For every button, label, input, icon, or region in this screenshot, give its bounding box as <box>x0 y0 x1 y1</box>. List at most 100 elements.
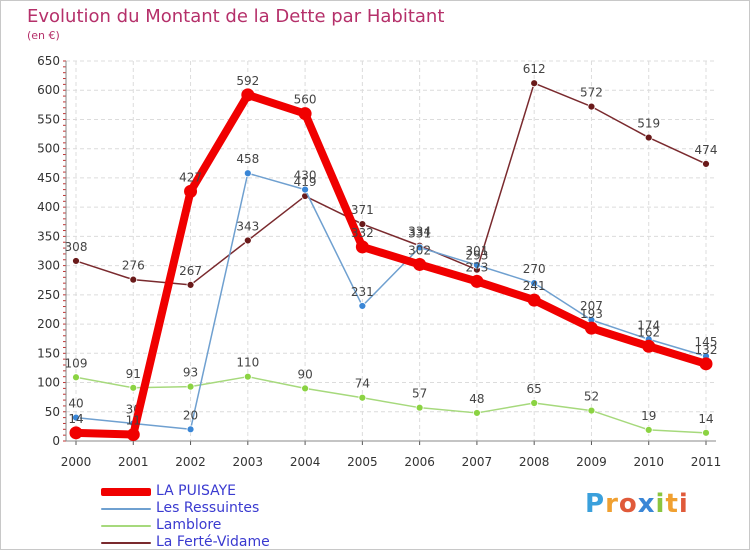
y-tick-label: 550 <box>37 112 60 126</box>
data-label-la-puisaye: 193 <box>580 307 603 321</box>
data-point-la-ferte-vidame <box>186 281 195 289</box>
data-label-la-puisaye: 132 <box>695 343 718 357</box>
data-label-les-ressuintes: 458 <box>236 152 259 166</box>
data-label-lamblore: 109 <box>65 356 88 370</box>
data-point-la-ferte-vidame <box>72 257 80 265</box>
data-point-lamblore <box>530 399 539 407</box>
x-tick-label: 2000 <box>61 455 92 469</box>
data-point-la-puisaye <box>470 274 484 288</box>
y-tick-label: 0 <box>52 434 60 448</box>
data-label-lamblore: 90 <box>297 367 312 381</box>
data-label-la-puisaye: 162 <box>637 325 660 339</box>
legend-swatch <box>101 525 151 527</box>
y-tick-label: 350 <box>37 229 60 243</box>
series-line-les-ressuintes <box>75 172 707 431</box>
y-tick-label: 200 <box>37 317 60 331</box>
data-point-lamblore <box>301 384 309 393</box>
data-point-les-ressuintes <box>186 425 195 434</box>
x-tick-label: 2010 <box>633 455 664 469</box>
data-label-lamblore: 19 <box>641 409 656 423</box>
logo-letter: r <box>605 489 619 519</box>
x-tick-label: 2008 <box>519 455 550 469</box>
x-tick-label: 2004 <box>290 455 321 469</box>
data-point-lamblore <box>358 393 367 402</box>
data-label-la-puisaye: 273 <box>465 260 488 274</box>
legend-label: LA PUISAYE <box>156 483 237 499</box>
data-label-la-ferte-vidame: 371 <box>351 203 374 217</box>
proxiti-logo[interactable]: Proxiti <box>585 489 689 519</box>
data-label-la-puisaye: 332 <box>351 226 374 240</box>
data-label-la-ferte-vidame: 419 <box>294 175 317 189</box>
y-tick-label: 450 <box>37 171 60 185</box>
data-point-la-puisaye <box>642 339 656 353</box>
plot-area <box>66 61 716 441</box>
y-tick-label: 250 <box>37 288 60 302</box>
data-point-lamblore <box>473 409 481 417</box>
data-point-la-puisaye <box>69 426 83 440</box>
data-label-la-ferte-vidame: 267 <box>179 264 202 278</box>
logo-letter: x <box>637 489 656 519</box>
data-point-la-puisaye <box>126 428 140 442</box>
data-label-lamblore: 48 <box>469 392 484 406</box>
y-tick-label: 100 <box>37 376 60 390</box>
y-tick-label: 50 <box>45 405 60 419</box>
data-label-les-ressuintes: 270 <box>523 262 546 276</box>
data-label-les-ressuintes: 20 <box>183 408 198 422</box>
data-point-la-ferte-vidame <box>358 220 367 229</box>
y-tick-label: 600 <box>37 83 60 97</box>
data-label-les-ressuintes: 331 <box>408 226 431 240</box>
data-point-la-puisaye <box>584 321 598 335</box>
x-tick-label: 2011 <box>691 455 722 469</box>
data-label-la-ferte-vidame: 343 <box>236 219 259 233</box>
data-point-la-puisaye <box>413 257 427 271</box>
legend-swatch <box>101 542 151 544</box>
data-label-la-ferte-vidame: 572 <box>580 86 603 100</box>
data-point-lamblore <box>644 425 653 434</box>
data-label-la-puisaye: 302 <box>408 243 431 257</box>
data-point-la-puisaye <box>241 88 255 102</box>
data-point-lamblore <box>415 403 424 412</box>
legend-label: Les Ressuintes <box>156 500 260 516</box>
legend-label: Lamblore <box>156 517 222 533</box>
logo-letter: t <box>665 489 679 519</box>
data-label-la-puisaye: 592 <box>236 74 259 88</box>
data-label-les-ressuintes: 40 <box>68 397 83 411</box>
data-label-la-ferte-vidame: 308 <box>65 240 88 254</box>
chart-unit: (en €) <box>27 29 60 42</box>
data-label-lamblore: 91 <box>126 367 141 381</box>
y-tick-label: 400 <box>37 200 60 214</box>
data-point-les-ressuintes <box>72 413 80 422</box>
legend-label: La Ferté-Vidame <box>156 534 270 550</box>
data-point-lamblore <box>243 372 252 381</box>
data-point-lamblore <box>129 383 138 392</box>
y-tick-label: 500 <box>37 142 60 156</box>
data-label-la-puisaye: 11 <box>126 414 141 428</box>
data-point-les-ressuintes <box>530 279 539 288</box>
data-label-les-ressuintes: 231 <box>351 285 374 299</box>
data-point-la-ferte-vidame <box>587 102 596 111</box>
data-point-les-ressuintes <box>358 302 367 310</box>
x-tick-label: 2006 <box>404 455 435 469</box>
data-label-la-ferte-vidame: 276 <box>122 259 145 273</box>
logo-letter: o <box>618 489 638 519</box>
y-tick-label: 150 <box>37 346 60 360</box>
data-point-lamblore <box>587 406 596 415</box>
y-tick-label: 650 <box>37 54 60 68</box>
data-label-lamblore: 93 <box>183 366 198 380</box>
y-tick-label: 300 <box>37 259 60 273</box>
x-tick-label: 2003 <box>233 455 264 469</box>
data-label-les-ressuintes: 301 <box>465 244 488 258</box>
data-point-les-ressuintes <box>473 261 481 269</box>
x-tick-label: 2001 <box>118 455 149 469</box>
data-point-lamblore <box>186 382 195 391</box>
data-point-la-ferte-vidame <box>243 236 252 245</box>
legend-swatch <box>101 508 151 510</box>
chart-title: Evolution du Montant de la Dette par Hab… <box>27 6 445 27</box>
logo-letter: P <box>585 489 606 519</box>
data-point-lamblore <box>72 373 80 382</box>
data-point-la-puisaye <box>355 240 369 254</box>
data-point-la-ferte-vidame <box>644 133 653 142</box>
series-line-la-ferte-vidame <box>75 82 707 286</box>
data-point-les-ressuintes <box>243 169 252 178</box>
data-point-la-puisaye <box>699 357 713 371</box>
